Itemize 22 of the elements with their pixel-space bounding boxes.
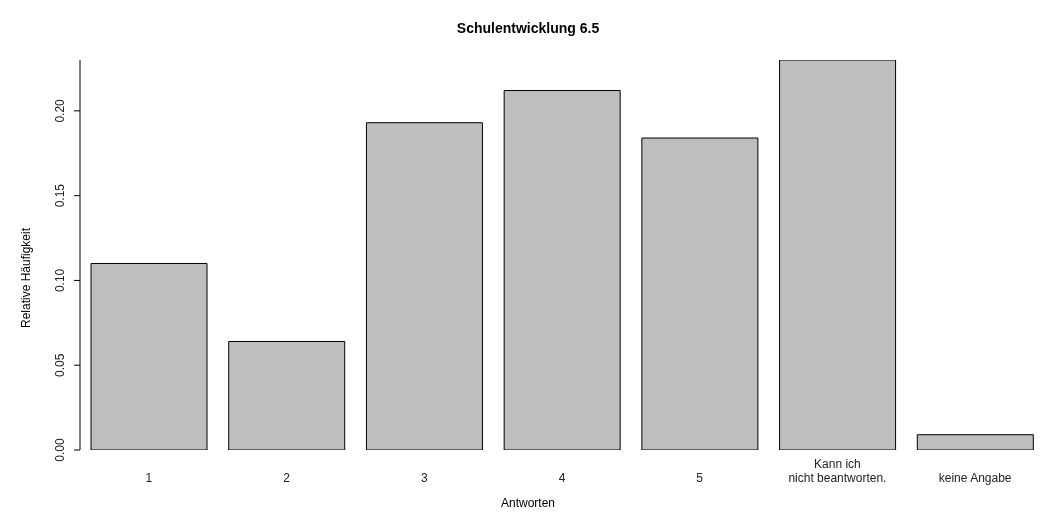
- chart-title: Schulentwicklung 6.5: [455, 19, 601, 36]
- bar: [365, 122, 483, 450]
- bar: [916, 434, 1034, 450]
- bar: [641, 137, 759, 450]
- y-tick-label: 0.15: [53, 183, 67, 208]
- y-tick-label: 0.05: [53, 353, 67, 377]
- y-tick-label: 0.00: [53, 438, 67, 462]
- y-tick-label: 0.10: [53, 268, 67, 293]
- x-tick-label: 5: [696, 471, 704, 485]
- x-tick-label: keine Angabe: [938, 471, 1012, 485]
- bar: [779, 60, 897, 450]
- x-tick-label: Kann ich nicht beantworten.: [788, 457, 887, 485]
- x-tick-label: 4: [558, 471, 566, 485]
- bar: [90, 262, 208, 450]
- y-tick-label: 0.20: [53, 98, 67, 123]
- bar: [503, 90, 621, 450]
- x-axis-title: Antworten: [500, 496, 556, 510]
- x-tick-label: 2: [283, 471, 291, 485]
- x-tick-label: 3: [420, 471, 428, 485]
- y-axis-title: Relative Häufigkeit: [19, 227, 33, 329]
- x-tick-label: 1: [145, 471, 153, 485]
- bar: [228, 340, 346, 450]
